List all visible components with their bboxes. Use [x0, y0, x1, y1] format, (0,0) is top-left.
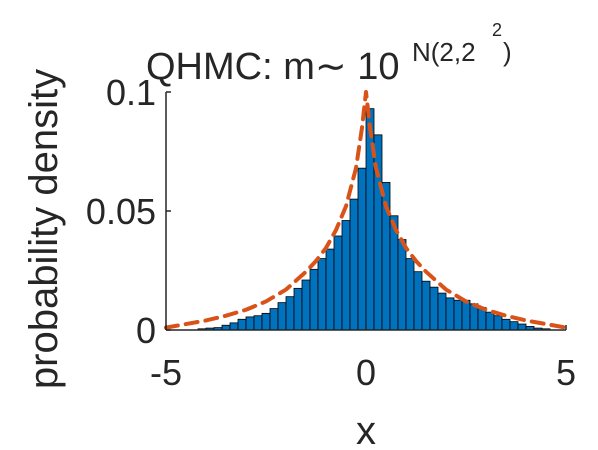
histogram-bar	[325, 248, 335, 331]
histogram-bar	[317, 258, 327, 331]
histogram-bar	[397, 239, 407, 331]
title-superscript-close: )	[503, 37, 512, 67]
y-tick-label: 0.1	[106, 72, 156, 113]
histogram-bars	[197, 108, 551, 331]
title-main: QHMC: m∼ 10	[146, 46, 400, 88]
histogram-bar	[229, 322, 239, 331]
histogram-bar	[413, 271, 423, 331]
histogram-bar	[509, 321, 519, 331]
histogram-bar	[357, 167, 367, 331]
histogram-bar	[429, 286, 439, 331]
histogram-bar	[245, 316, 255, 331]
density-fit-series	[164, 90, 568, 330]
x-tick-label: 5	[556, 352, 576, 393]
histogram-bar	[293, 287, 303, 331]
y-tick-label: 0	[136, 310, 156, 351]
histogram-bar	[501, 318, 511, 331]
histogram-bar	[493, 315, 503, 331]
y-axis-label: probability density	[22, 69, 66, 389]
histogram-bar	[261, 312, 271, 331]
histogram-bar	[277, 302, 287, 331]
histogram-bar	[269, 308, 279, 331]
histogram-bar	[445, 297, 455, 331]
histogram-bar	[253, 315, 263, 331]
histogram-bar	[237, 318, 247, 331]
histogram-bar	[309, 268, 319, 331]
density-fit-line	[164, 90, 568, 330]
histogram-bar	[453, 299, 463, 331]
histogram-bar	[349, 198, 359, 331]
title-superscript-exponent: 2	[492, 20, 502, 40]
tick-labels: -5 0 500.050.1	[86, 72, 576, 393]
histogram-bar	[333, 235, 343, 331]
histogram-bar	[365, 108, 375, 331]
chart-title: QHMC: m∼ 10 N(2,2 2 )	[146, 20, 512, 88]
y-tick-label: 0.05	[86, 191, 156, 232]
title-superscript: N(2,2	[412, 37, 476, 67]
x-tick-label: 0	[356, 352, 376, 393]
histogram-bar	[301, 279, 311, 331]
histogram-bar	[341, 220, 351, 331]
histogram-bar	[437, 292, 447, 331]
x-axis-label: x	[356, 409, 376, 450]
histogram-bar	[405, 258, 415, 331]
histogram-bar	[461, 299, 471, 331]
histogram-bar	[421, 280, 431, 331]
histogram-bar	[485, 311, 495, 331]
histogram-bar	[285, 296, 295, 331]
x-tick-label: -5	[150, 352, 182, 393]
histogram-bar	[517, 323, 527, 331]
axes	[165, 91, 567, 331]
